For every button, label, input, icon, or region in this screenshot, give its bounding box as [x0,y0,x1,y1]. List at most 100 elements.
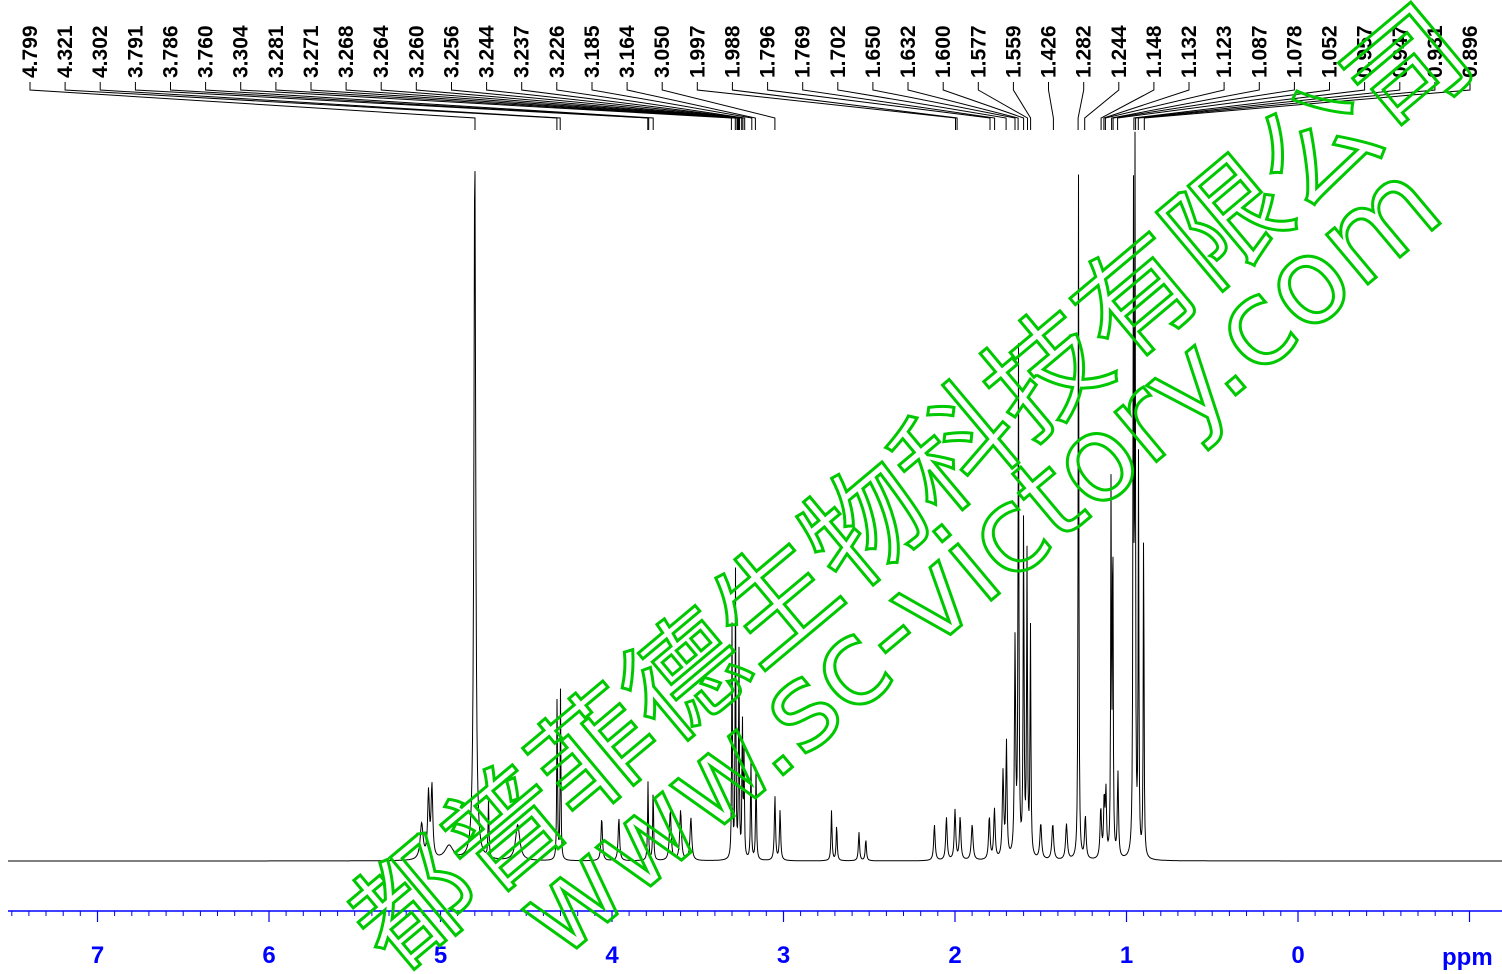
peak-leader-line [170,82,650,130]
peak-leader-line [521,82,744,130]
peak-leader-line [1111,82,1260,130]
ppm-axis: 7 6 5 4 3 2 1 0 ppm [8,910,1502,971]
watermark-url: www.sc-victory.com [489,133,1466,974]
peak-label: 1.702 [827,25,850,78]
x-tick-label: 4 [605,942,619,969]
peak-label: 3.050 [651,25,674,78]
x-tick-label: 5 [434,942,447,969]
peak-leader-line [731,82,958,130]
peak-label: 3.226 [546,25,569,78]
peak-label: 1.600 [932,25,955,78]
peak-leader-line [1137,82,1436,130]
peak-label: 3.256 [441,25,464,78]
peak-label: 1.426 [1038,25,1061,78]
peak-label: 1.087 [1248,25,1271,78]
peak-leader-line [29,82,476,130]
peak-leader-line [1133,82,1366,130]
peak-label: 3.304 [230,25,253,78]
peak-label: 3.244 [476,25,499,78]
peak-leader-line [1117,82,1330,130]
peak-label: 4.799 [19,25,42,78]
peak-leader-line [1112,82,1295,130]
peak-leader-line [1143,82,1471,130]
peak-leader-line [977,82,1028,130]
peak-leader-line [872,82,1016,130]
spectrum-trace [8,131,1502,862]
peak-label: 3.185 [581,25,604,78]
peak-label: 3.786 [160,25,183,78]
peak-leader-line [415,82,740,130]
major-tick-group [96,911,1471,922]
peak-label: 1.997 [686,25,709,78]
peak-leader-line [591,82,753,130]
peak-label: 1.577 [967,25,990,78]
peak-leader-line [99,82,561,130]
peak-label: 1.244 [1108,25,1131,78]
x-tick-label: 3 [777,942,790,969]
peak-leader-line [1012,82,1032,130]
peak-label: 0.957 [1354,25,1377,78]
peak-label: 0.947 [1389,25,1412,78]
watermark-company-name: 都普菲德生物科技有限公司 [324,0,1497,974]
peak-label: 3.760 [195,25,218,78]
peak-leader-line [240,82,732,130]
peak-leader-lines [29,82,1471,130]
peak-label: 1.132 [1178,25,1201,78]
peak-label: 3.268 [335,25,358,78]
peak-leader-line [626,82,756,130]
peak-label: 3.264 [370,25,393,78]
peak-label: 1.988 [721,25,744,78]
peak-leader-line [661,82,776,130]
peak-leader-line [1100,82,1155,130]
peak-leader-line [556,82,746,130]
peak-leader-line [1084,82,1120,130]
x-tick-label: 2 [948,942,961,969]
peak-label: 1.052 [1319,25,1342,78]
peak-leader-line [205,82,654,130]
peak-leader-line [696,82,956,130]
peak-label-group: 4.799 4.321 4.302 3.791 3.786 3.760 3.304 3.281… [19,25,1482,78]
peak-leader-line [275,82,736,130]
peak-label: 1.796 [757,25,780,78]
peak-label: 1.282 [1073,25,1096,78]
peak-label: 4.321 [54,25,77,78]
peak-label: 3.281 [265,25,288,78]
peak-leader-line [802,82,996,130]
peak-leader-line [345,82,738,130]
peak-leader-line [1103,82,1190,130]
x-tick-label: 6 [262,942,275,969]
peak-label: 1.650 [862,25,885,78]
peak-label: 1.078 [1283,25,1306,78]
peak-leader-line [907,82,1019,130]
peak-leader-line [64,82,558,130]
peak-label: 3.791 [124,25,147,78]
peak-leader-line [134,82,649,130]
peak-leader-line [1048,82,1054,130]
peak-label: 1.148 [1143,25,1166,78]
peak-label: 1.559 [1002,25,1025,78]
peak-label: 0.931 [1424,25,1447,78]
peak-label: 3.164 [616,25,639,78]
peak-label: 1.123 [1213,25,1236,78]
peak-label: 3.237 [511,25,534,78]
tick-label-group: 7 6 5 4 3 2 1 0 [91,942,1305,969]
peak-label: 1.632 [897,25,920,78]
peak-label: 3.271 [300,25,323,78]
x-tick-label: 0 [1291,942,1304,969]
x-tick-label: 7 [91,942,104,969]
peak-label: 0.896 [1459,25,1482,78]
x-tick-label: 1 [1120,942,1133,969]
peak-label: 4.302 [89,25,112,78]
peak-leader-line [1104,82,1225,130]
x-axis-unit-label: ppm [1442,944,1493,971]
peak-leader-line [1077,82,1085,130]
peak-leader-line [1135,82,1401,130]
peak-leader-line [837,82,1007,130]
peak-label: 3.260 [405,25,428,78]
peak-leader-line [942,82,1025,130]
peak-leader-line [380,82,739,130]
peak-label: 1.769 [792,25,815,78]
peak-leader-line [767,82,991,130]
peak-leader-line [486,82,743,130]
